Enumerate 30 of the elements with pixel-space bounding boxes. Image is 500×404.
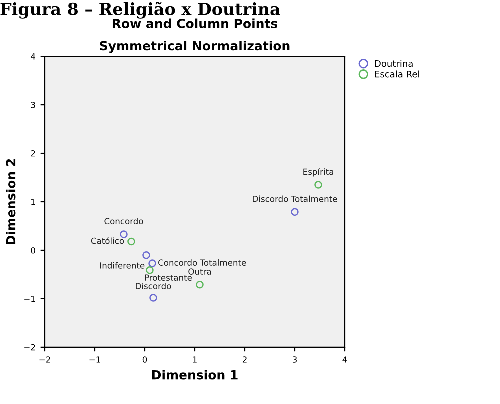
x-tick-label: −2 — [40, 356, 50, 363]
text: Figura 8 – Religião x Doutrina — [0, 2, 280, 19]
y-tick-label: 3 — [31, 102, 36, 108]
y-tick-label: −1 — [24, 296, 36, 302]
annotation: Indiferente — [100, 262, 145, 269]
annotation: Concordo — [104, 218, 144, 225]
x-tick-label: 0 — [142, 356, 148, 363]
annotation: Espírita — [304, 168, 334, 177]
annotation: Outra — [188, 268, 212, 275]
y-tick-label: 2 — [31, 150, 36, 157]
x-tick-label: 2 — [242, 356, 247, 363]
y-tick-label: 1 — [32, 199, 36, 206]
y-tick-label: −2 — [24, 344, 36, 351]
x-tick-label: 1 — [193, 356, 197, 363]
x-axis-title: Dimension 1 — [152, 370, 238, 380]
y-tick-label: 4 — [31, 54, 36, 60]
x-tick-label: 3 — [292, 356, 297, 363]
chart-subtitle: Symmetrical Normalization — [100, 41, 290, 54]
annotation: Católico — [91, 237, 124, 244]
annotation: Discordo — [136, 282, 172, 290]
annotation: Concordo Totalmente — [158, 260, 246, 266]
annotation: Protestante — [145, 274, 192, 281]
legend-label: Escala Rel — [375, 70, 420, 78]
y-tick-label: 0 — [31, 247, 36, 254]
chart-title: Row and Column Points — [112, 18, 278, 28]
x-tick-label: 4 — [342, 356, 348, 363]
y-axis-title: Dimension 2 — [6, 159, 16, 245]
legend-label: Doutrina — [375, 60, 413, 68]
x-tick-label: −1 — [90, 356, 100, 363]
annotation: Discordo Totalmente — [253, 196, 338, 202]
